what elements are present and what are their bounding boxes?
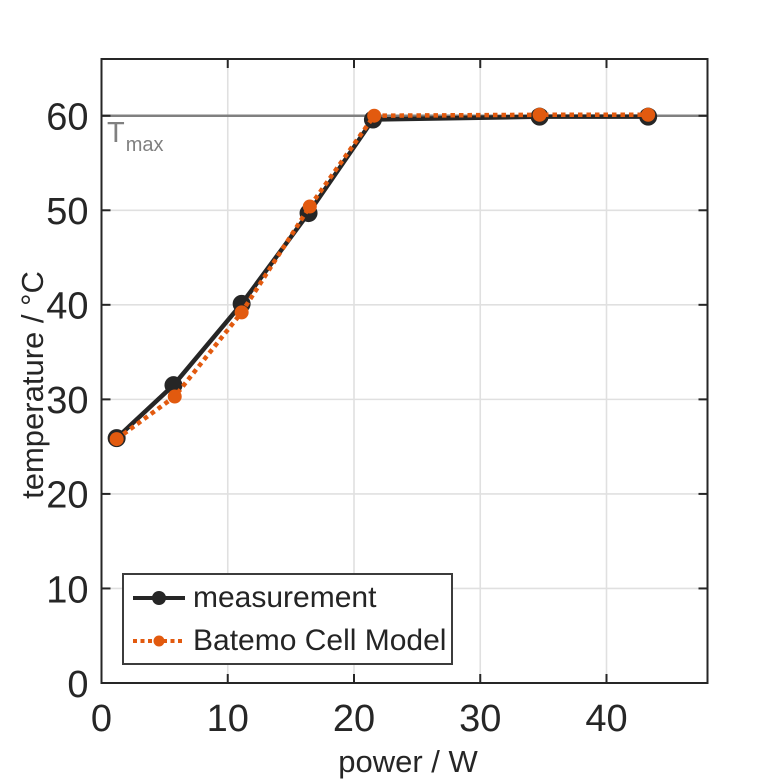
legend-sample-batemo-cell-model: [133, 635, 185, 646]
axes-box: [100, 58, 709, 684]
legend-label-measurement: measurement: [193, 580, 377, 614]
data-point: [167, 389, 182, 404]
x-tick-label-20: 20: [333, 698, 375, 740]
legend-marker-batemo-cell-model: [153, 635, 165, 646]
tmax-annotation-subscript: max: [125, 134, 164, 156]
legend-label-batemo-cell-model: Batemo Cell Model: [193, 623, 447, 657]
y-tick-label-60: 60: [46, 97, 88, 139]
y-tick-label-30: 30: [46, 380, 88, 422]
data-point: [532, 107, 547, 122]
x-tick-label-30: 30: [459, 698, 501, 740]
tmax-annotation-main: T: [107, 117, 125, 149]
series-batemo-cell-model: [109, 107, 656, 447]
series-measurement: [107, 107, 658, 448]
legend: measurement Batemo Cell Model: [122, 573, 453, 665]
y-tick-label-20: 20: [46, 475, 88, 517]
x-tick-label-0: 0: [91, 698, 112, 740]
data-point: [641, 107, 656, 122]
x-axis-label: power / W: [338, 744, 478, 779]
legend-item-measurement: measurement: [131, 581, 451, 615]
y-tick-label-10: 10: [46, 569, 88, 611]
legend-sample-measurement: [133, 590, 185, 605]
y-tick-label-0: 0: [67, 664, 88, 706]
data-point: [234, 305, 249, 320]
data-point: [367, 108, 382, 123]
y-tick-label-40: 40: [46, 286, 88, 328]
series-line-1: [115, 112, 649, 441]
tmax-annotation: Tmax: [107, 117, 164, 156]
series-line-0: [115, 114, 649, 440]
data-point: [109, 432, 124, 447]
x-tick-label-40: 40: [585, 698, 627, 740]
y-tick-label-50: 50: [46, 191, 88, 233]
data-point: [302, 199, 317, 214]
x-tick-label-10: 10: [207, 698, 249, 740]
y-axis-label: temperature / °C: [15, 271, 50, 499]
legend-marker-measurement: [152, 590, 166, 605]
legend-item-batemo-cell-model: Batemo Cell Model: [131, 624, 451, 658]
